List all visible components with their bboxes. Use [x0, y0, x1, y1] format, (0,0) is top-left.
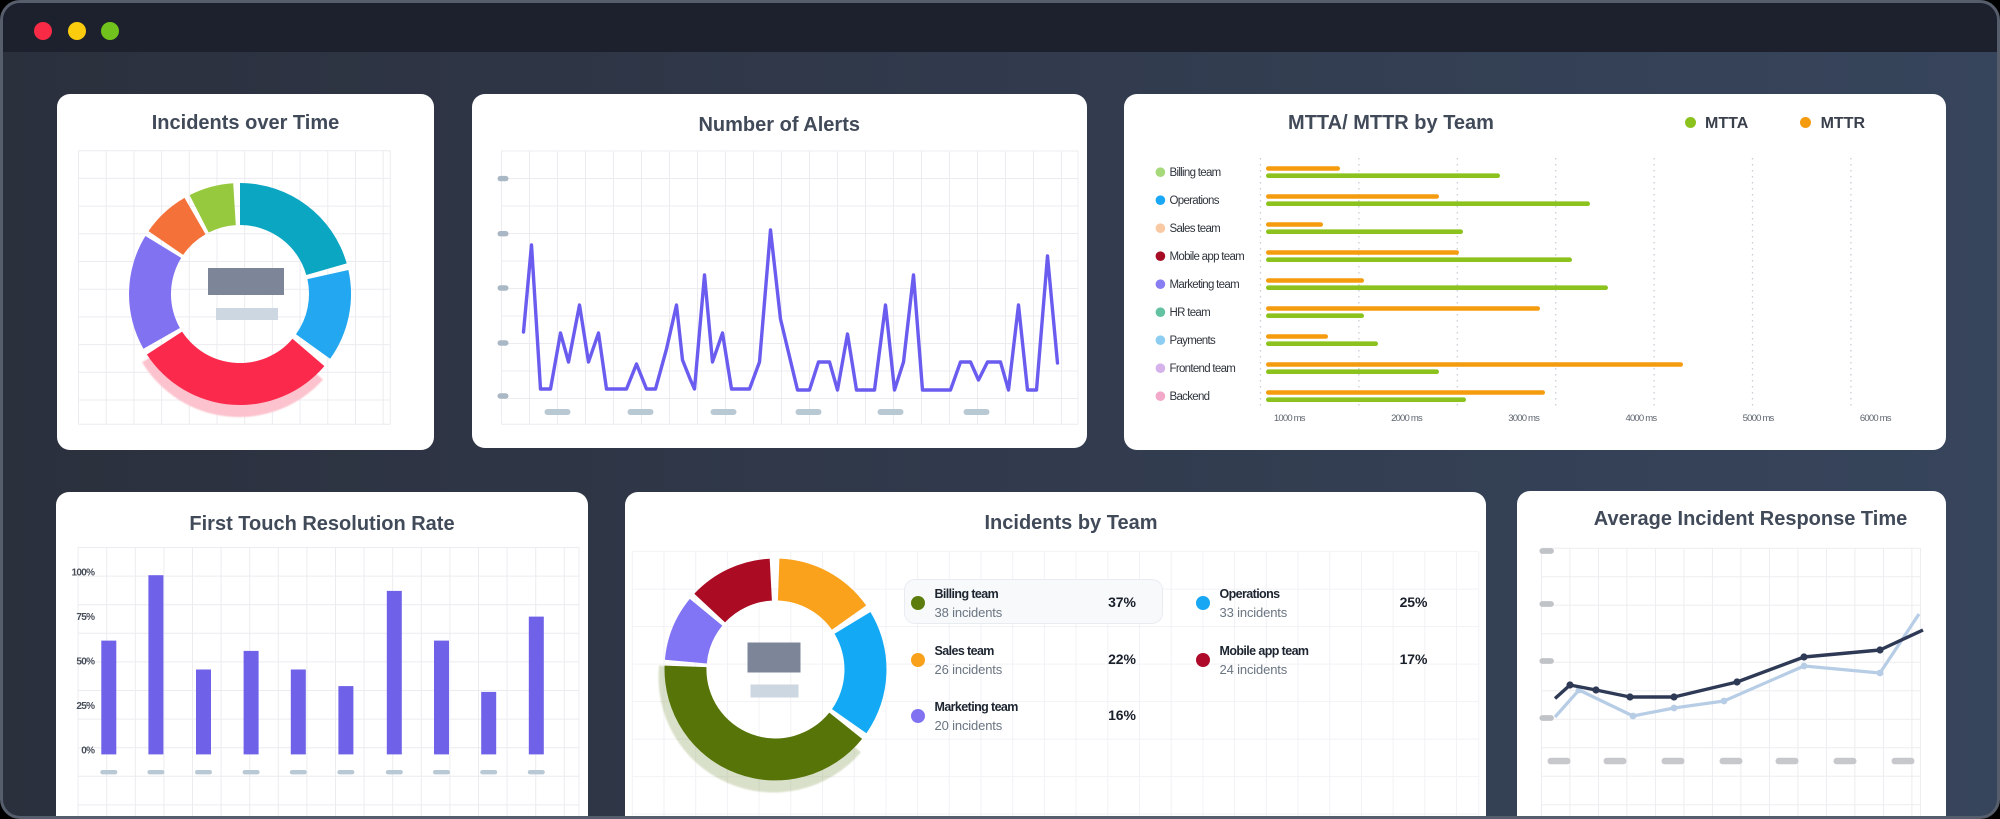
- svg-text:Billing team: Billing team: [1170, 167, 1221, 179]
- svg-text:25%: 25%: [76, 701, 95, 712]
- svg-text:4000 ms: 4000 ms: [1625, 413, 1657, 424]
- svg-text:1000 ms: 1000 ms: [1274, 413, 1306, 424]
- svg-text:50%: 50%: [76, 657, 95, 668]
- svg-text:6000 ms: 6000 ms: [1860, 413, 1892, 424]
- svg-text:0%: 0%: [81, 746, 95, 757]
- svg-text:75%: 75%: [76, 612, 95, 623]
- svg-text:3000 ms: 3000 ms: [1508, 413, 1540, 424]
- svg-text:100%: 100%: [72, 568, 96, 579]
- svg-text:Sales team: Sales team: [1170, 223, 1221, 235]
- svg-text:Frontend team: Frontend team: [1170, 363, 1236, 375]
- svg-text:Backend: Backend: [1170, 391, 1210, 403]
- svg-text:5000 ms: 5000 ms: [1743, 413, 1775, 424]
- svg-text:Mobile app team: Mobile app team: [1170, 251, 1245, 263]
- svg-text:2000 ms: 2000 ms: [1391, 413, 1423, 424]
- svg-text:Payments: Payments: [1170, 335, 1216, 347]
- svg-text:Operations: Operations: [1170, 195, 1220, 207]
- svg-text:HR team: HR team: [1170, 307, 1211, 319]
- svg-text:Marketing team: Marketing team: [1170, 279, 1240, 291]
